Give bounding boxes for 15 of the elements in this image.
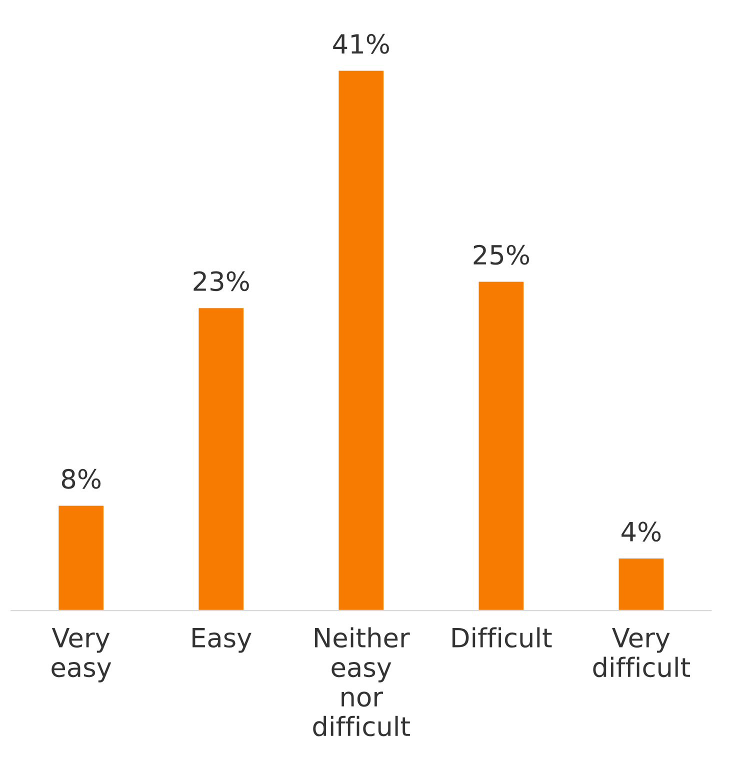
data-label: 25% bbox=[474, 244, 530, 265]
x-tick-label: Neither easy nor difficult bbox=[313, 627, 410, 736]
x-tick-label: Easy bbox=[192, 628, 252, 653]
bar bbox=[337, 69, 385, 611]
data-label: 23% bbox=[194, 271, 249, 292]
data-label: 4% bbox=[622, 522, 661, 542]
data-label: 41% bbox=[333, 34, 389, 54]
x-tick-label: Very easy bbox=[52, 628, 112, 682]
bar bbox=[477, 280, 525, 611]
x-tick-label: Difficult bbox=[452, 627, 552, 648]
x-tick-label: Very difficult bbox=[593, 628, 690, 678]
bar bbox=[57, 504, 105, 611]
bar bbox=[617, 557, 665, 611]
data-label: 8% bbox=[62, 468, 101, 489]
bar bbox=[197, 306, 245, 611]
